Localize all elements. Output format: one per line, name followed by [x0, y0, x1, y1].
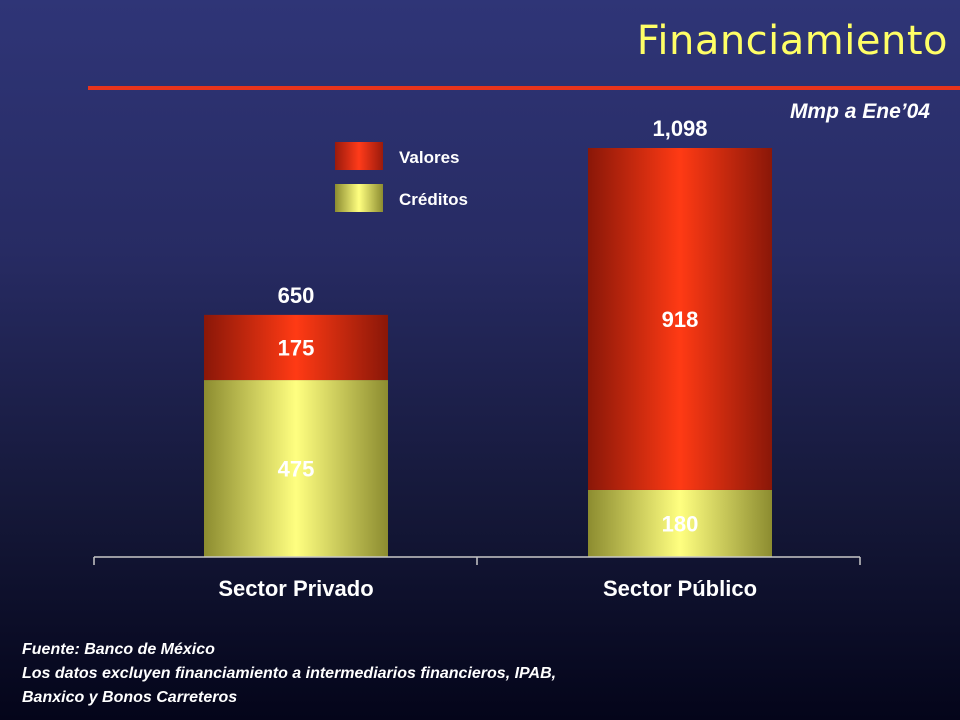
source-line-2: Los datos excluyen financiamiento a inte…	[22, 665, 557, 682]
data-label-valores-1: 175	[278, 335, 315, 360]
legend-swatch-valores	[335, 142, 383, 170]
legend-swatch-creditos	[335, 184, 383, 212]
category-label-2: Sector Público	[603, 576, 757, 601]
legend-label-valores: Valores	[399, 148, 460, 167]
bar-valores-2	[588, 148, 772, 490]
data-label-creditos-1: 475	[278, 457, 315, 482]
bar-creditos-1	[204, 380, 388, 557]
units-subtitle: Mmp a Ene’04	[789, 100, 930, 123]
bar-valores-1	[204, 314, 388, 381]
total-label-2: 1,098	[652, 116, 707, 141]
bar-creditos-2	[588, 489, 772, 557]
legend-label-creditos: Créditos	[399, 190, 468, 209]
total-label-1: 650	[278, 283, 315, 308]
data-label-creditos-2: 180	[662, 511, 699, 536]
category-label-1: Sector Privado	[218, 576, 373, 601]
data-label-valores-2: 918	[662, 307, 699, 332]
title-divider	[88, 86, 960, 90]
source-line-3: Banxico y Bonos Carreteros	[22, 689, 238, 706]
page-title: Financiamiento	[636, 18, 948, 64]
source-note: Fuente: Banco de México Los datos excluy…	[22, 638, 556, 710]
source-line-1: Fuente: Banco de México	[22, 641, 215, 658]
